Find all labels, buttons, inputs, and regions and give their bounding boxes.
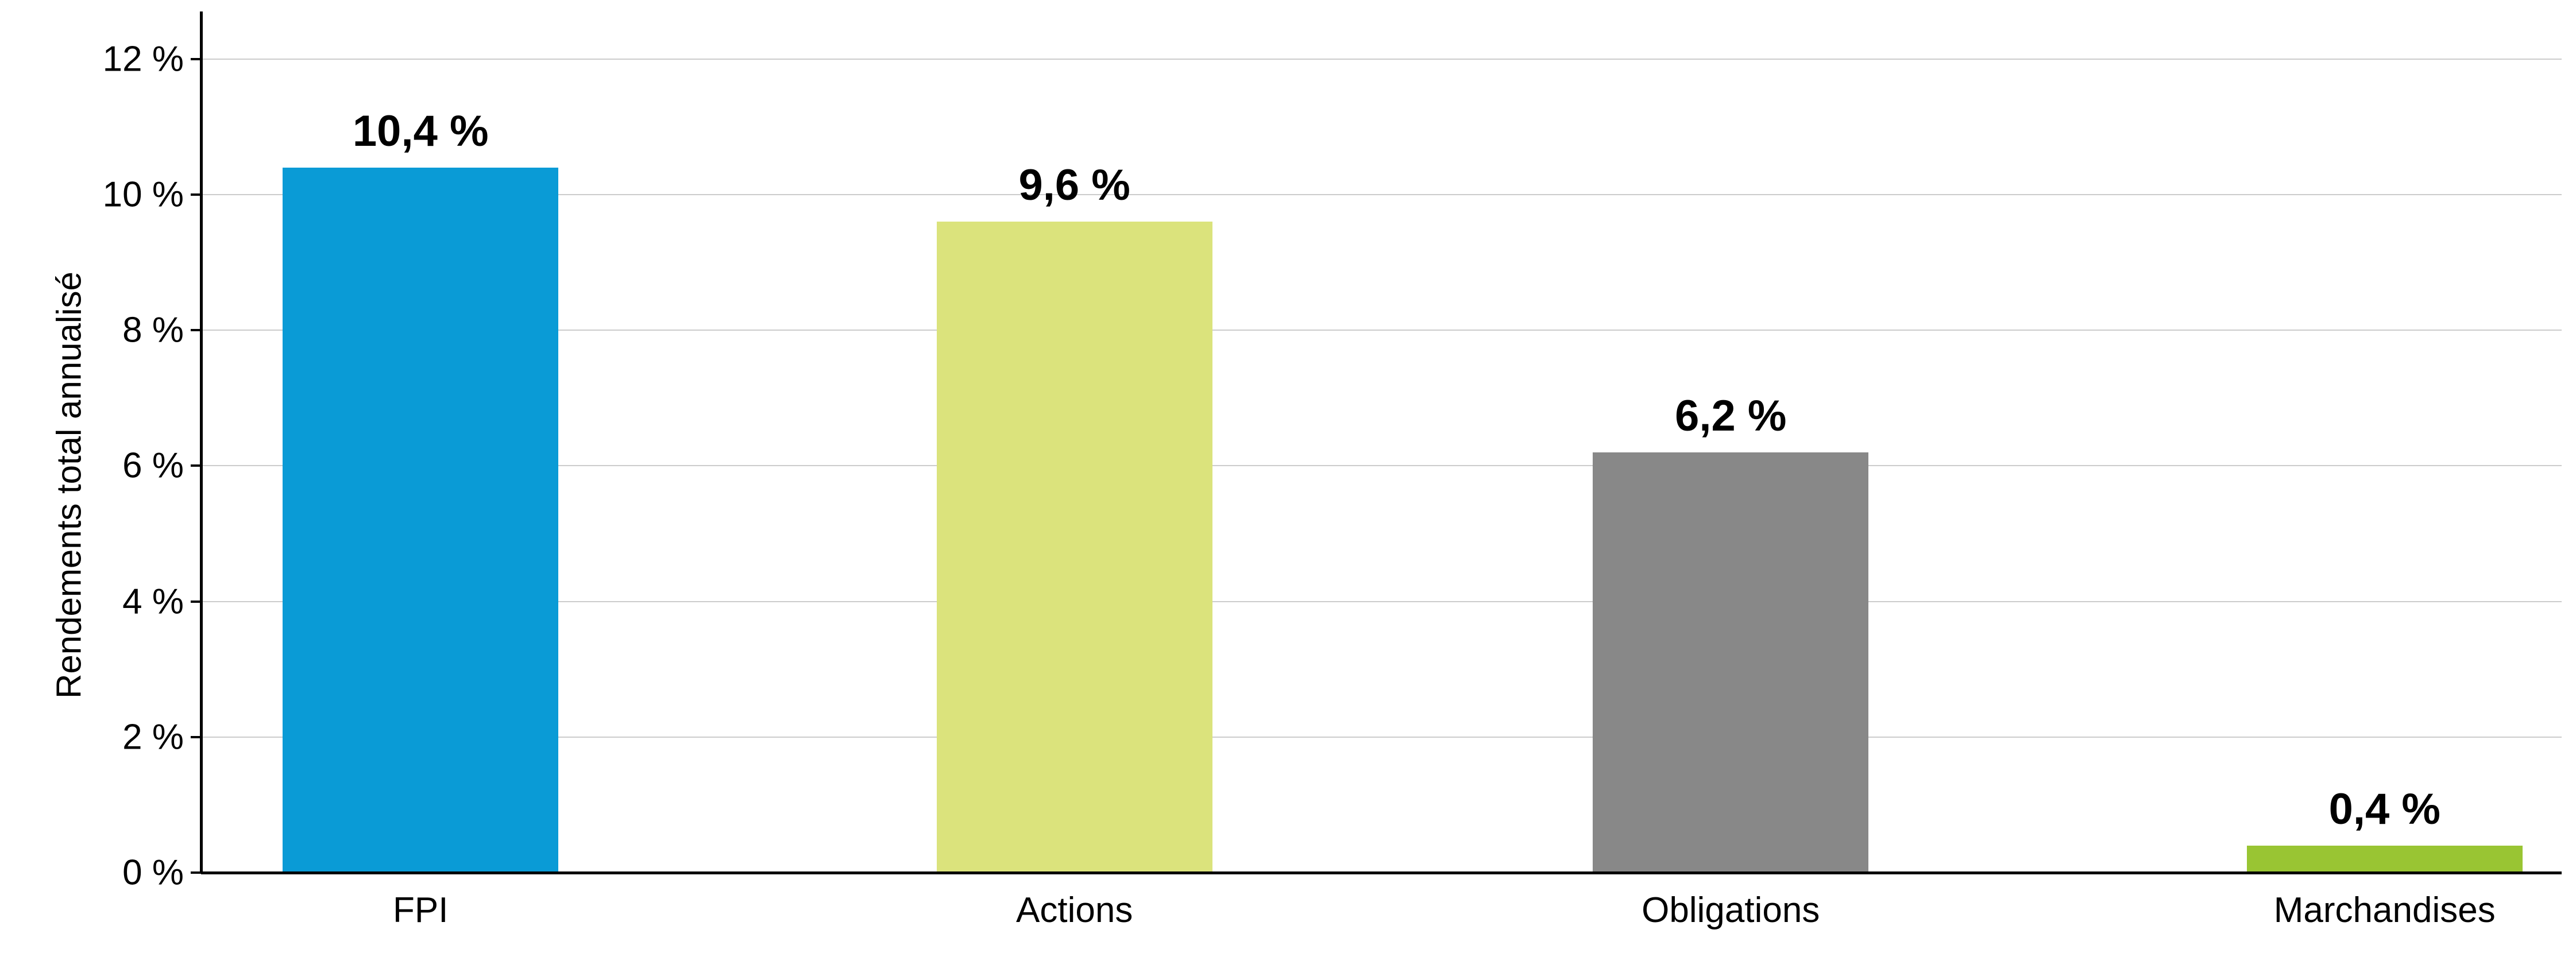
x-tick-label: FPI (393, 873, 448, 931)
bar-value-label: 9,6 % (1019, 160, 1130, 210)
y-tick-label: 6 % (122, 445, 201, 486)
y-tick-label: 8 % (122, 310, 201, 351)
bar-chart: 0 % 2 % 4 % 6 % 8 % 10 % 12 % 10,4 % FPI 9,6 % Act… (0, 0, 2576, 953)
bar (283, 168, 558, 873)
bar (1593, 452, 1868, 873)
y-tick-label: 12 % (103, 38, 201, 79)
bar-value-label: 6,2 % (1675, 391, 1786, 441)
x-tick-label: Marchandises (2274, 873, 2496, 931)
x-tick-label: Actions (1016, 873, 1133, 931)
y-axis-title: Rendements total annualisé (49, 272, 89, 699)
y-tick-label: 4 % (122, 581, 201, 622)
gridline (201, 59, 2562, 60)
bar-value-label: 10,4 % (353, 106, 489, 156)
y-tick-label: 2 % (122, 716, 201, 757)
plot-area: 0 %2 %4 %6 %8 %10 %12 %10,4 %FPI9,6 %Act… (201, 11, 2562, 873)
y-axis-line (200, 11, 203, 873)
x-axis-line (201, 871, 2562, 874)
x-tick-label: Obligations (1642, 873, 1820, 931)
y-tick-label: 0 % (122, 853, 201, 893)
bar (2247, 846, 2523, 873)
y-tick-label: 10 % (103, 174, 201, 215)
bar-value-label: 0,4 % (2329, 784, 2440, 834)
bar (937, 222, 1212, 873)
